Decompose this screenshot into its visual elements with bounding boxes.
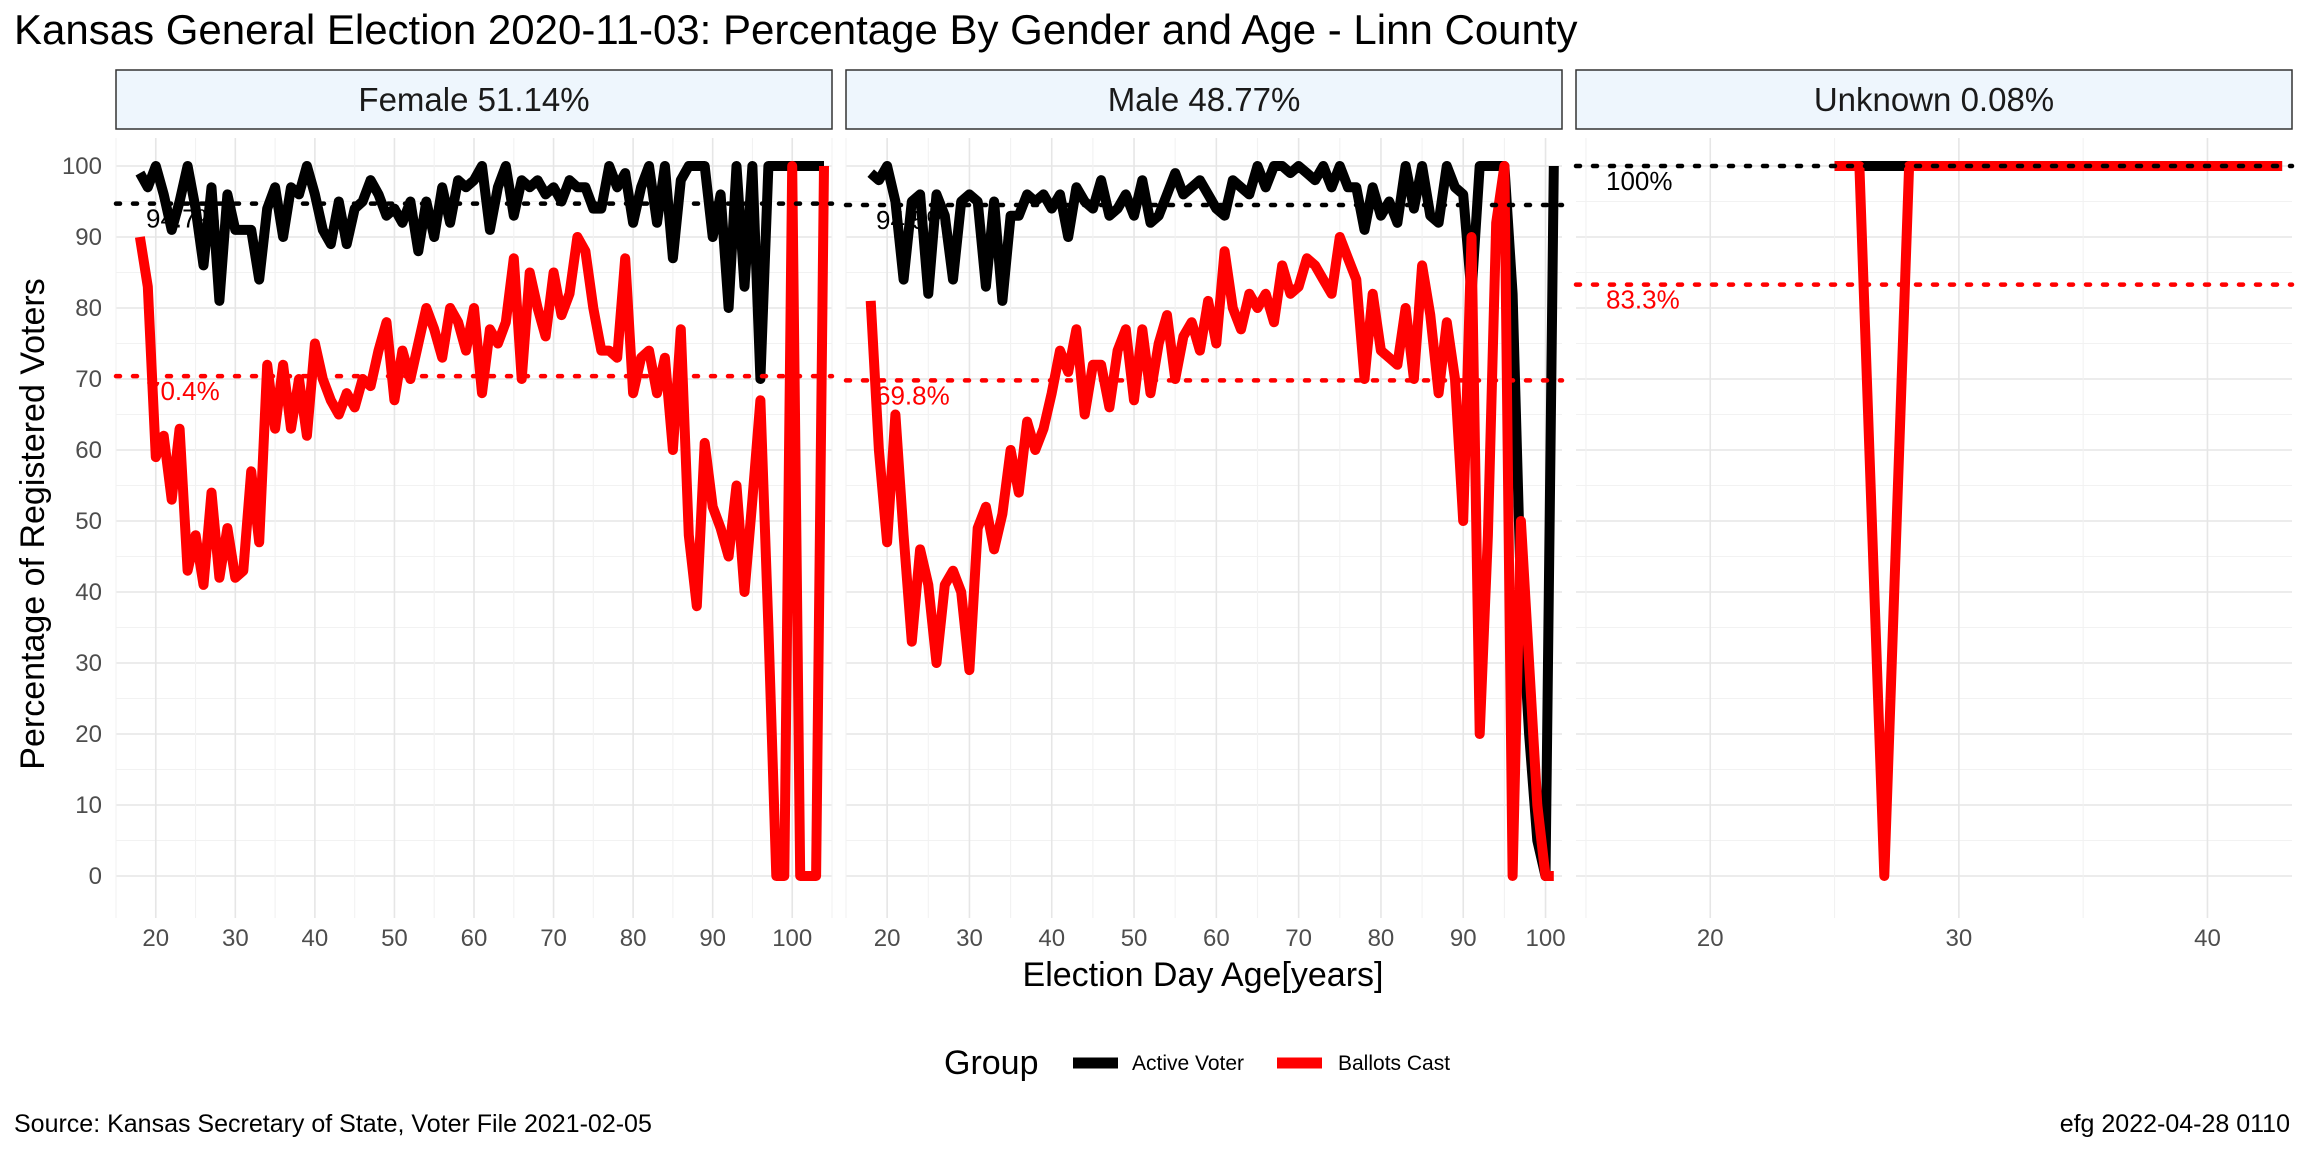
panel-female-51-14: Female 51.14% 20 30 40 50 60 70 80 90 100 94.7% 70.… bbox=[113, 69, 835, 952]
y-tick-label: 40 bbox=[75, 579, 102, 606]
series-line-active-voter bbox=[867, 161, 1559, 881]
x-tick-label: 20 bbox=[1697, 925, 1724, 952]
y-tick-label: 70 bbox=[75, 366, 102, 393]
reference-label-ballots-cast: 70.4% bbox=[146, 376, 220, 406]
x-tick-label: 70 bbox=[540, 925, 567, 952]
x-tick-label: 70 bbox=[1285, 925, 1312, 952]
x-tick-label: 100 bbox=[1526, 925, 1566, 952]
series-line-active-voter bbox=[135, 161, 824, 384]
chart-panels: Female 51.14% 20 30 40 50 60 70 80 90 100 94.7% 70.… bbox=[113, 69, 2295, 952]
y-tick-label: 20 bbox=[75, 721, 102, 748]
facet-strip bbox=[1575, 69, 2293, 130]
facet-strip-label: Female 51.14% bbox=[358, 81, 589, 118]
facet-strip bbox=[845, 69, 1563, 130]
x-tick-label: 50 bbox=[1121, 925, 1148, 952]
reference-label-ballots-cast: 83.3% bbox=[1606, 285, 1680, 315]
reference-label-active-voter: 94.7% bbox=[146, 204, 220, 234]
legend: Group Active Voter Ballots Cast bbox=[944, 1044, 1450, 1082]
x-tick-label: 80 bbox=[620, 925, 647, 952]
legend-label-ballots-cast: Ballots Cast bbox=[1338, 1052, 1450, 1075]
y-tick-label: 10 bbox=[75, 792, 102, 819]
x-tick-label: 20 bbox=[874, 925, 901, 952]
series-line-ballots-cast bbox=[134, 161, 829, 881]
panel-unknown-0-08: Unknown 0.08% 20 30 40 100% 83.3% bbox=[1573, 69, 2295, 952]
x-tick-label: 30 bbox=[956, 925, 983, 952]
x-tick-label: 90 bbox=[1450, 925, 1477, 952]
legend-label-active-voter: Active Voter bbox=[1132, 1052, 1244, 1075]
gridlines bbox=[845, 138, 1562, 918]
x-axis-title: Election Day Age[years] bbox=[1023, 956, 1384, 994]
legend-title: Group bbox=[944, 1044, 1039, 1082]
x-tick-label: 40 bbox=[302, 925, 329, 952]
x-tick-label: 40 bbox=[1038, 925, 1065, 952]
x-tick-label: 40 bbox=[2194, 925, 2221, 952]
x-tick-label: 100 bbox=[772, 925, 812, 952]
x-tick-label: 60 bbox=[1203, 925, 1230, 952]
y-tick-label: 50 bbox=[75, 508, 102, 535]
x-tick-label: 30 bbox=[222, 925, 249, 952]
y-tick-label: 0 bbox=[89, 863, 102, 890]
chart-title: Kansas General Election 2020-11-03: Perc… bbox=[14, 6, 1578, 53]
x-tick-label: 60 bbox=[461, 925, 488, 952]
x-tick-label: 30 bbox=[1946, 925, 1973, 952]
y-tick-label: 60 bbox=[75, 437, 102, 464]
reference-label-ballots-cast: 69.8% bbox=[876, 380, 950, 410]
gridlines bbox=[1576, 138, 2292, 918]
facet-strip-label: Male 48.77% bbox=[1108, 81, 1301, 118]
reference-label-active-voter: 94.5% bbox=[876, 205, 950, 235]
y-tick-label: 80 bbox=[75, 295, 102, 322]
x-tick-label: 80 bbox=[1368, 925, 1395, 952]
facet-strip-label: Unknown 0.08% bbox=[1814, 81, 2054, 118]
panel-male-48-77: Male 48.77% 20 30 40 50 60 70 80 90 100 94.5% 69.8% bbox=[843, 69, 1566, 952]
reference-label-active-voter: 100% bbox=[1606, 166, 1673, 196]
x-tick-label: 90 bbox=[699, 925, 726, 952]
y-axis-title: Percentage of Registered Voters bbox=[14, 278, 52, 769]
y-tick-label: 90 bbox=[75, 224, 102, 251]
x-tick-label: 20 bbox=[142, 925, 169, 952]
x-tick-label: 50 bbox=[381, 925, 408, 952]
timestamp-caption: efg 2022-04-28 0110 bbox=[2059, 1110, 2290, 1138]
y-axis: 0 10 20 30 40 50 60 70 80 90 100 bbox=[62, 153, 102, 890]
facet-strip bbox=[115, 69, 833, 130]
y-tick-label: 100 bbox=[62, 153, 102, 180]
source-caption: Source: Kansas Secretary of State, Voter… bbox=[14, 1110, 652, 1138]
y-tick-label: 30 bbox=[75, 650, 102, 677]
